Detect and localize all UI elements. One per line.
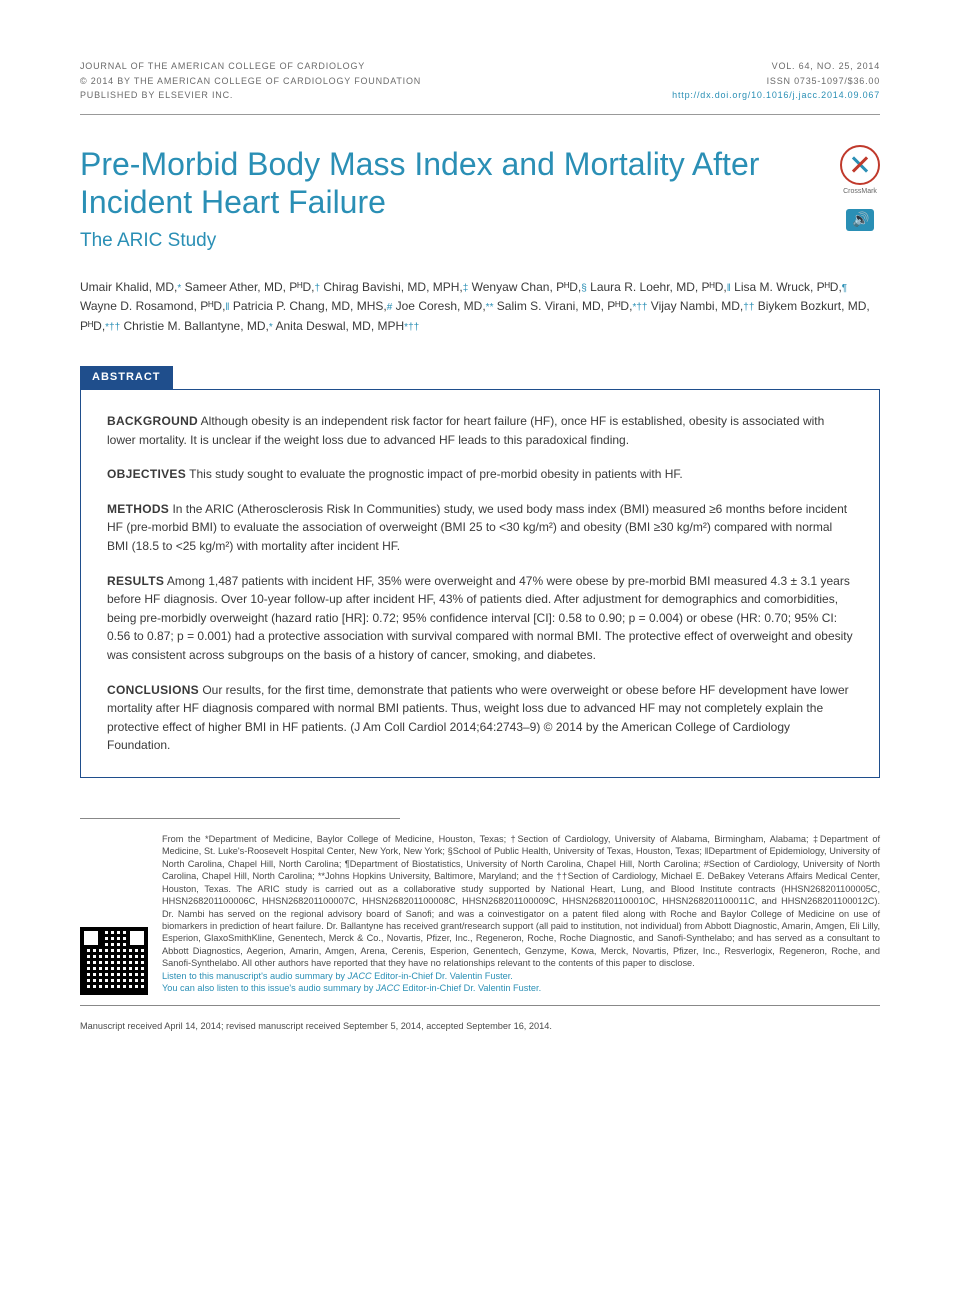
publisher: PUBLISHED BY ELSEVIER INC. xyxy=(80,89,421,102)
abstract-box: BACKGROUND Although obesity is an indepe… xyxy=(80,389,880,778)
manuscript-dates: Manuscript received April 14, 2014; revi… xyxy=(80,1020,880,1033)
crossmark-icon xyxy=(840,145,880,185)
abstract-methods-text: In the ARIC (Atherosclerosis Risk In Com… xyxy=(107,502,847,553)
abstract-results: RESULTS Among 1,487 patients with incide… xyxy=(107,572,853,665)
affiliations-body: From the *Department of Medicine, Baylor… xyxy=(162,834,880,968)
abstract-methods: METHODS In the ARIC (Atherosclerosis Ris… xyxy=(107,500,853,556)
abstract-background-text: Although obesity is an independent risk … xyxy=(107,414,824,447)
crossmark-label: CrossMark xyxy=(840,187,880,197)
article-subtitle: The ARIC Study xyxy=(80,228,820,255)
abstract-conclusions: CONCLUSIONS Our results, for the first t… xyxy=(107,681,853,755)
title-block: Pre-Morbid Body Mass Index and Mortality… xyxy=(80,145,880,278)
audio-icon[interactable] xyxy=(846,209,874,231)
abstract-conclusions-text: Our results, for the first time, demonst… xyxy=(107,683,849,753)
journal-name: JOURNAL OF THE AMERICAN COLLEGE OF CARDI… xyxy=(80,60,421,73)
abstract-section: ABSTRACT BACKGROUND Although obesity is … xyxy=(80,366,880,778)
running-header: JOURNAL OF THE AMERICAN COLLEGE OF CARDI… xyxy=(80,60,880,104)
affiliations-rule xyxy=(80,818,400,819)
audio-link-manuscript[interactable]: Listen to this manuscript's audio summar… xyxy=(162,971,513,981)
badge-column: CrossMark xyxy=(820,145,880,231)
header-rule xyxy=(80,114,880,115)
qr-code-icon[interactable] xyxy=(80,927,148,995)
abstract-results-text: Among 1,487 patients with incident HF, 3… xyxy=(107,574,853,662)
affiliations-text: From the *Department of Medicine, Baylor… xyxy=(162,833,880,994)
doi-link[interactable]: http://dx.doi.org/10.1016/j.jacc.2014.09… xyxy=(672,89,880,102)
abstract-objectives-text: This study sought to evaluate the progno… xyxy=(189,467,683,481)
dates-rule xyxy=(80,1005,880,1006)
copyright: © 2014 BY THE AMERICAN COLLEGE OF CARDIO… xyxy=(80,75,421,88)
article-title: Pre-Morbid Body Mass Index and Mortality… xyxy=(80,145,820,222)
abstract-background: BACKGROUND Although obesity is an indepe… xyxy=(107,412,853,449)
header-right: VOL. 64, NO. 25, 2014 ISSN 0735-1097/$36… xyxy=(672,60,880,104)
header-left: JOURNAL OF THE AMERICAN COLLEGE OF CARDI… xyxy=(80,60,421,104)
issn: ISSN 0735-1097/$36.00 xyxy=(672,75,880,88)
crossmark-badge[interactable]: CrossMark xyxy=(840,145,880,197)
vol-issue: VOL. 64, NO. 25, 2014 xyxy=(672,60,880,73)
audio-link-issue[interactable]: You can also listen to this issue's audi… xyxy=(162,983,541,993)
abstract-label: ABSTRACT xyxy=(80,366,173,389)
abstract-objectives: OBJECTIVES This study sought to evaluate… xyxy=(107,465,853,484)
authors-list: Umair Khalid, MD,* Sameer Ather, MD, PᴴD… xyxy=(80,278,880,336)
footer-block: From the *Department of Medicine, Baylor… xyxy=(80,833,880,994)
